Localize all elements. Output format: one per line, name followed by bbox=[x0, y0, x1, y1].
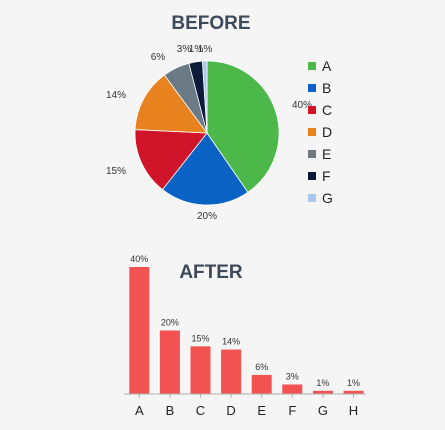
bar-value-label-g: 1% bbox=[316, 378, 329, 388]
bar-f bbox=[282, 384, 303, 394]
legend-label-a: A bbox=[322, 58, 332, 74]
pie-label-c: 15% bbox=[106, 166, 126, 177]
pie-label-extra: 1% bbox=[198, 44, 213, 55]
bar-chart-after: AFTER 40% 20% 15% 14% 6% 3% 1% 1% A B C D E F G H bbox=[124, 254, 366, 418]
bar-g bbox=[312, 390, 333, 394]
bar-chart-title: AFTER bbox=[179, 262, 243, 283]
pie-label-d: 14% bbox=[106, 90, 126, 101]
pie-label-f: 3% bbox=[177, 44, 192, 55]
bar-value-label-h: 1% bbox=[347, 378, 360, 388]
x-tick-label-a: A bbox=[135, 403, 144, 418]
legend-swatch-b bbox=[308, 84, 316, 92]
legend-swatch-e bbox=[308, 150, 316, 158]
legend-swatch-a bbox=[308, 62, 316, 70]
pie-label-e: 6% bbox=[151, 52, 166, 63]
bar-h bbox=[343, 390, 364, 394]
x-tick-label-c: C bbox=[196, 403, 205, 418]
bar-value-label-f: 3% bbox=[286, 371, 299, 381]
pie-slice-c bbox=[134, 129, 208, 191]
pie-slice-b bbox=[161, 132, 249, 206]
bar-d bbox=[221, 349, 242, 394]
bar-c bbox=[190, 346, 211, 394]
x-tick-label-b: B bbox=[166, 403, 175, 418]
bar-value-label-a: 40% bbox=[130, 254, 148, 264]
legend-swatch-f bbox=[308, 172, 316, 180]
legend-label-b: B bbox=[322, 80, 331, 96]
pie-chart-title: BEFORE bbox=[171, 13, 250, 34]
x-tick-label-f: F bbox=[288, 403, 296, 418]
legend-label-e: E bbox=[322, 146, 331, 162]
pie-label-g: 1% bbox=[189, 44, 204, 55]
x-axis-ticks: A B C D E F G H bbox=[135, 394, 358, 418]
x-tick-label-g: G bbox=[318, 403, 328, 418]
bar-value-label-e: 6% bbox=[255, 362, 268, 372]
bar-value-label-d: 14% bbox=[222, 337, 240, 347]
pie-labels: 40%20%15%14%6%3%1%1% bbox=[106, 44, 312, 222]
pie-slices bbox=[134, 60, 280, 206]
bar-e bbox=[251, 374, 272, 394]
bar-value-label-c: 15% bbox=[191, 333, 209, 343]
legend-swatch-g bbox=[308, 194, 316, 202]
x-tick-label-e: E bbox=[257, 403, 266, 418]
x-tick-label-h: H bbox=[349, 403, 358, 418]
legend-label-g: G bbox=[322, 190, 333, 206]
x-tick-label-d: D bbox=[226, 403, 235, 418]
pie-label-b: 20% bbox=[197, 211, 217, 222]
pie-label-a: 40% bbox=[292, 100, 312, 111]
legend-label-c: C bbox=[322, 102, 332, 118]
bar-a bbox=[129, 267, 150, 394]
legend-label-f: F bbox=[322, 168, 331, 184]
bar-value-labels: 40% 20% 15% 14% 6% 3% 1% 1% bbox=[130, 254, 360, 388]
legend-swatch-d bbox=[308, 128, 316, 136]
legend-swatch-c bbox=[308, 106, 316, 114]
legend-label-d: D bbox=[322, 124, 332, 140]
bar-b bbox=[159, 330, 180, 394]
bar-value-label-b: 20% bbox=[161, 318, 179, 328]
pie-slice-a bbox=[206, 60, 280, 193]
pie-slice-d bbox=[134, 74, 208, 134]
bars bbox=[129, 267, 364, 394]
pie-slice-g bbox=[202, 60, 208, 134]
